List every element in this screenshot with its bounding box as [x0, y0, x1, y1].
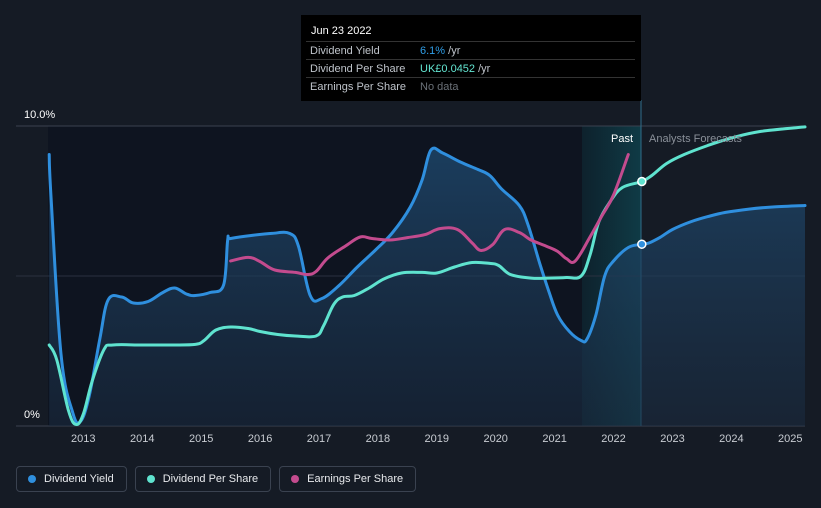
- x-tick-label: 2017: [307, 433, 331, 445]
- yield-area-fill: [49, 148, 805, 426]
- x-tick-label: 2023: [660, 433, 684, 445]
- tooltip-label: Dividend Per Share: [310, 63, 406, 75]
- earnings-per-share-line: [229, 153, 630, 277]
- forecast-label: Analysts Forecasts: [649, 133, 742, 145]
- x-tick-label: 2020: [483, 433, 507, 445]
- x-tick-label: 2016: [248, 433, 272, 445]
- x-tick-label: 2015: [189, 433, 213, 445]
- tooltip-row-earnings-per-share: Earnings Per Share No data: [306, 77, 635, 96]
- legend-label: Dividend Per Share: [162, 473, 259, 485]
- x-tick-label: 2018: [366, 433, 390, 445]
- legend-dividend-yield[interactable]: Dividend Yield: [16, 466, 127, 492]
- tooltip-unit: /yr: [445, 45, 461, 57]
- x-tick-label: 2014: [130, 433, 154, 445]
- legend-label: Dividend Yield: [44, 473, 114, 485]
- yield-highlight-dot[interactable]: [637, 239, 647, 249]
- hover-tooltip: Jun 23 2022 Dividend Yield 6.1% /yr Divi…: [301, 15, 641, 101]
- legend-dot-icon: [146, 475, 155, 483]
- legend-label: Earnings Per Share: [307, 473, 404, 485]
- dividend-per-share-line: [47, 125, 807, 427]
- tooltip-label: Dividend Yield: [310, 45, 380, 57]
- x-tick-label: 2025: [778, 433, 802, 445]
- legend-earnings-per-share[interactable]: Earnings Per Share: [279, 466, 417, 492]
- x-tick-label: 2021: [542, 433, 566, 445]
- y-label-bottom: 0%: [24, 409, 40, 421]
- tooltip-date: Jun 23 2022: [311, 25, 372, 37]
- legend-dot-icon: [28, 475, 36, 483]
- legend-dot-icon: [291, 475, 300, 483]
- tooltip-row-dividend-per-share: Dividend Per Share UK£0.0452 /yr: [306, 59, 635, 78]
- x-tick-label: 2022: [601, 433, 625, 445]
- tooltip-label: Earnings Per Share: [310, 81, 406, 93]
- tooltip-unit: /yr: [475, 63, 491, 75]
- dps-highlight-dot[interactable]: [637, 176, 647, 187]
- tooltip-row-dividend-yield: Dividend Yield 6.1% /yr: [306, 41, 635, 60]
- x-tick-label: 2024: [719, 433, 743, 445]
- y-label-top: 10.0%: [24, 109, 55, 121]
- x-axis-ticks: 2013 2014 2015 2016 2017 2018 2019 2020 2021 2022…: [71, 433, 802, 445]
- chart-legend: Dividend Yield Dividend Per Share Earnin…: [16, 466, 417, 492]
- past-label: Past: [611, 133, 633, 145]
- tooltip-value: 6.1%: [420, 45, 446, 57]
- legend-dividend-per-share[interactable]: Dividend Per Share: [134, 466, 272, 492]
- x-tick-label: 2013: [71, 433, 95, 445]
- x-tick-label: 2019: [425, 433, 449, 445]
- tooltip-value: No data: [420, 81, 459, 93]
- tooltip-value: UK£0.0452: [420, 63, 476, 75]
- dividend-yield-line: [47, 146, 807, 425]
